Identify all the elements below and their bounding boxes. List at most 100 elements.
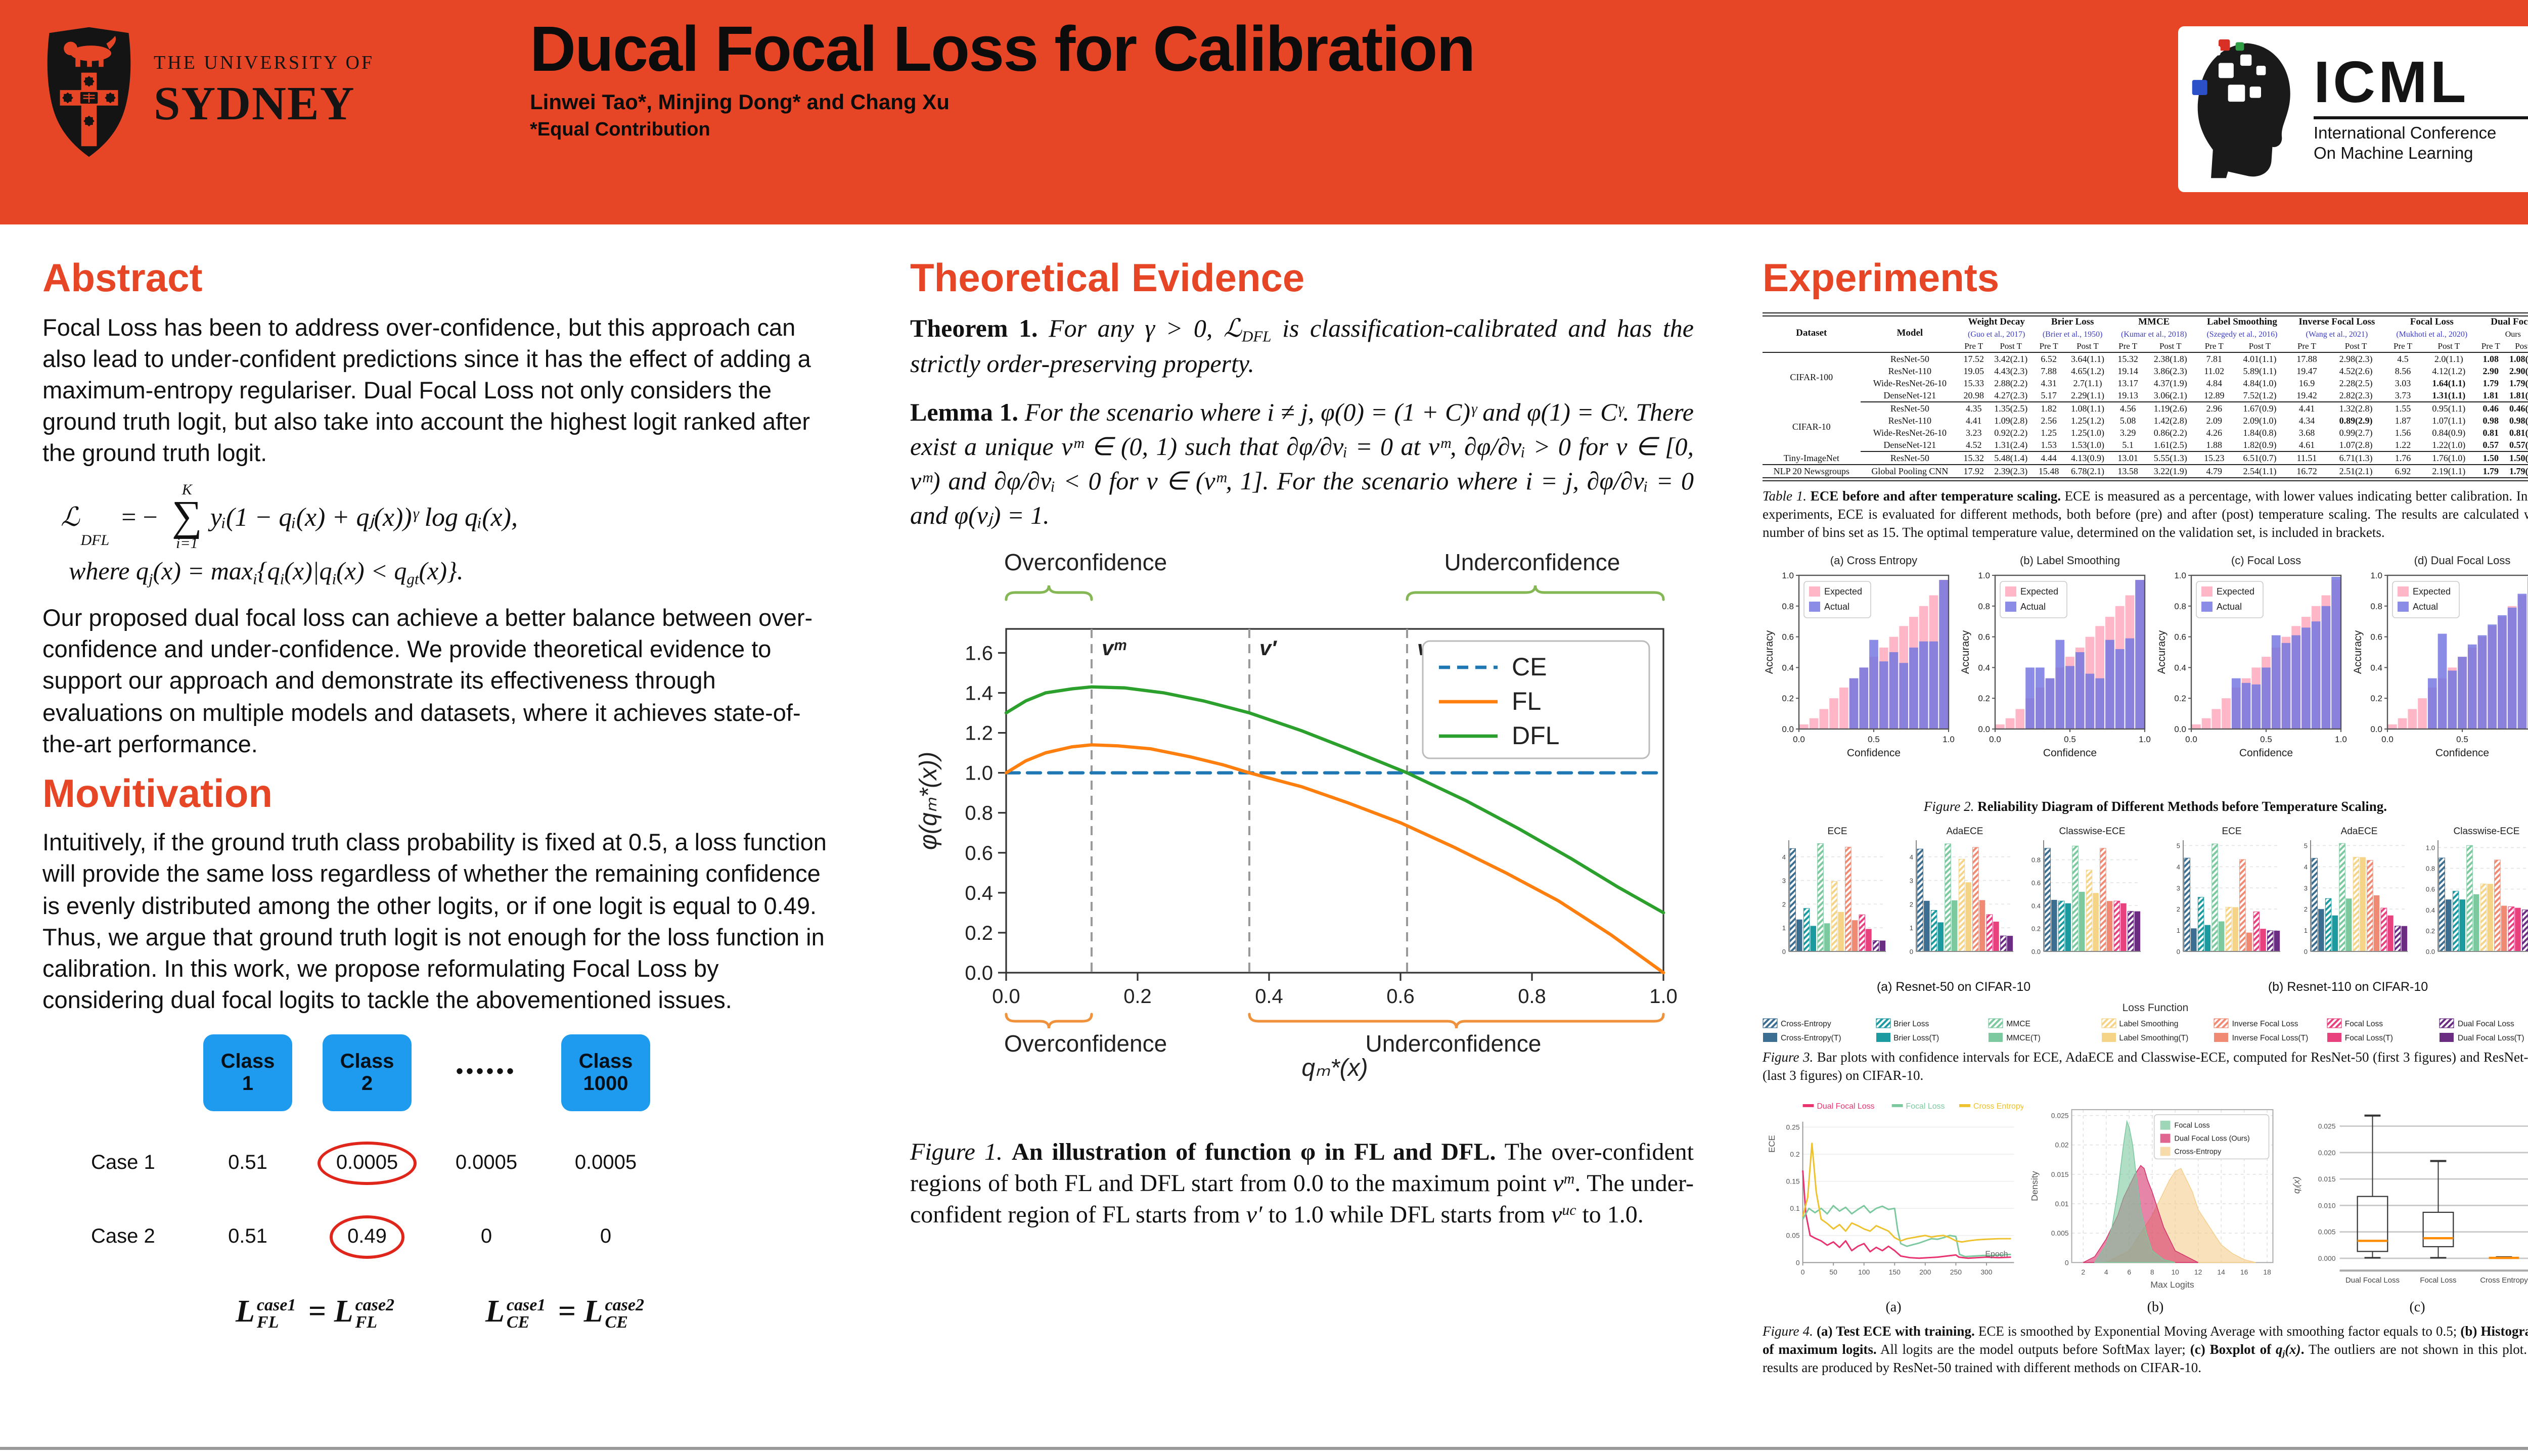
- case-value: 0: [600, 1225, 612, 1248]
- svg-text:Confidence: Confidence: [2435, 748, 2489, 759]
- svg-text:0.02: 0.02: [2055, 1141, 2068, 1149]
- svg-text:1.2: 1.2: [965, 722, 993, 744]
- svg-text:0.01: 0.01: [2055, 1200, 2068, 1208]
- legend-entry: Label Smoothing(T): [2101, 1032, 2209, 1042]
- svg-text:qⱼ(x): qⱼ(x): [2292, 1176, 2302, 1194]
- red-ellipse-highlight: 0.0005: [318, 1141, 417, 1185]
- svg-text:Confidence: Confidence: [1847, 748, 1901, 759]
- svg-text:0.8: 0.8: [1518, 985, 1546, 1007]
- figure3-group-label: (b) Resnet-110 on CIFAR-10: [2268, 980, 2428, 994]
- reliability-diagram: (b) Label Smoothing 0.0 0.2 0.4 0.6 0.8 1.0 0.0…: [1960, 555, 2151, 759]
- svg-text:1.0: 1.0: [2174, 571, 2186, 581]
- svg-text:0.5: 0.5: [2260, 735, 2272, 745]
- svg-text:Overconfidence: Overconfidence: [1004, 549, 1167, 575]
- svg-text:1.0: 1.0: [1649, 985, 1678, 1007]
- svg-text:Classwise-ECE: Classwise-ECE: [2454, 826, 2520, 837]
- svg-text:0: 0: [1782, 948, 1786, 956]
- svg-text:qₘ*(x): qₘ*(x): [1301, 1054, 1368, 1081]
- svg-text:0.2: 0.2: [1978, 694, 1990, 704]
- svg-text:0.2: 0.2: [2370, 694, 2382, 704]
- case-value: 0.0005: [318, 1141, 417, 1185]
- svg-text:Max Logits: Max Logits: [2150, 1280, 2194, 1290]
- figure1-chart: 0.0 0.2 0.4 0.6 0.8 1.0 1.2 1.4 1.6 0.0 0.2 0.4 0.6 0…: [915, 549, 1678, 1081]
- svg-text:0.8: 0.8: [2426, 865, 2435, 873]
- svg-text:0.0: 0.0: [1793, 735, 1805, 745]
- abstract-heading: Abstract: [42, 257, 203, 300]
- class-box-1: Class 1: [203, 1034, 292, 1111]
- svg-text:1.0: 1.0: [1943, 735, 1955, 745]
- case-value: 0.0005: [574, 1151, 637, 1174]
- svg-text:0.6: 0.6: [2426, 886, 2435, 893]
- theorem-1: Theorem 1. For any γ > 0, ℒDFL is classi…: [910, 315, 1694, 378]
- svg-text:150: 150: [1889, 1268, 1901, 1276]
- reliability-diagram: (d) Dual Focal Loss 0.0 0.2 0.4 0.6 0.8 1.0 0.0…: [2352, 555, 2528, 759]
- figure3-subplot-ece: ECE 0 1 2 3 4: [1782, 826, 1886, 956]
- svg-text:1: 1: [1910, 925, 1913, 932]
- svg-text:0.4: 0.4: [1978, 663, 1990, 673]
- svg-text:0.8: 0.8: [1978, 602, 1990, 612]
- svg-text:2: 2: [2304, 906, 2308, 914]
- svg-text:0.0: 0.0: [1782, 725, 1794, 735]
- usyd-name-line2: SYDNEY: [154, 78, 355, 130]
- svg-text:Dual Focal Loss: Dual Focal Loss: [1817, 1102, 1874, 1111]
- svg-text:0: 0: [2064, 1258, 2068, 1266]
- svg-text:0: 0: [1796, 1258, 1800, 1266]
- svg-text:0.4: 0.4: [2370, 663, 2382, 673]
- svg-text:0.0: 0.0: [1978, 725, 1990, 735]
- svg-text:Classwise-ECE: Classwise-ECE: [2059, 826, 2126, 837]
- figure4-caption: Figure 4. (a) Test ECE with training. EC…: [1763, 1323, 2528, 1376]
- svg-text:0.15: 0.15: [1786, 1177, 1800, 1185]
- ece-results-table: Dataset Model Weight Decay Brier Loss MMCE La…: [1763, 312, 2528, 481]
- legend-entry: Focal Loss: [2327, 1018, 2435, 1028]
- legend-entry: MMCE(T): [1988, 1032, 2097, 1042]
- svg-text:Epoch: Epoch: [1985, 1250, 2008, 1258]
- svg-text:Overconfidence: Overconfidence: [1004, 1030, 1167, 1056]
- figure3-subplot-classwise-ece: Classwise-ECE 0.0 0.2 0.4 0.6 0.8: [2032, 826, 2141, 956]
- svg-text:Focal Loss: Focal Loss: [2174, 1121, 2209, 1129]
- class-box-2: Class 2: [323, 1034, 412, 1111]
- red-ellipse-highlight: 0.49: [329, 1215, 405, 1259]
- icml-logo: ICML International Conference On Machine…: [2178, 26, 2528, 192]
- reliability-diagram: (c) Focal Loss 0.0 0.2 0.4 0.6 0.8 1.0 0.0 0.5 1.…: [2156, 555, 2347, 759]
- svg-text:2: 2: [1782, 901, 1786, 908]
- svg-text:1.6: 1.6: [965, 642, 993, 664]
- svg-text:AdaECE: AdaECE: [2341, 826, 2378, 837]
- svg-text:0.0: 0.0: [2174, 725, 2186, 735]
- svg-text:4: 4: [1782, 853, 1786, 861]
- svg-text:4: 4: [2177, 863, 2180, 871]
- svg-text:0.2: 0.2: [965, 922, 993, 944]
- svg-text:0.8: 0.8: [965, 802, 993, 824]
- svg-text:0.0: 0.0: [2381, 735, 2394, 745]
- figure4c-qj-boxplot: 0.000 0.005 0.010 0.015 0.020 0.025 Dual Focal…: [2292, 1114, 2528, 1285]
- svg-text:5: 5: [2177, 842, 2180, 850]
- poster-authors: Linwei Tao*, Minjing Dong* and Chang Xu: [530, 91, 950, 115]
- svg-text:Accuracy: Accuracy: [2352, 630, 2364, 674]
- svg-text:Expected: Expected: [2413, 587, 2451, 597]
- case-value: 0.51: [228, 1225, 267, 1248]
- svg-text:0.6: 0.6: [1386, 985, 1415, 1007]
- icml-subtitle-2: On Machine Learning: [2314, 145, 2473, 163]
- legend-entry: Inverse Focal Loss(T): [2214, 1032, 2323, 1042]
- svg-text:250: 250: [1950, 1268, 1962, 1276]
- svg-text:Actual: Actual: [1824, 602, 1849, 612]
- svg-text:3: 3: [2177, 885, 2180, 892]
- svg-text:0.5: 0.5: [2064, 735, 2076, 745]
- figure4-sub-label: (c): [2409, 1300, 2425, 1315]
- svg-text:0.015: 0.015: [2318, 1175, 2336, 1183]
- svg-text:0.015: 0.015: [2051, 1170, 2068, 1178]
- usyd-logo: THE UNIVERSITY OF SYDNEY: [40, 24, 374, 160]
- svg-text:Dual Focal Loss: Dual Focal Loss: [2346, 1276, 2400, 1285]
- figure2-caption: Figure 2. Reliability Diagram of Differe…: [1923, 799, 2387, 814]
- svg-text:Expected: Expected: [1824, 587, 1862, 597]
- svg-text:Dual Focal Loss (Ours): Dual Focal Loss (Ours): [2174, 1134, 2249, 1143]
- motivation-heading: Movitivation: [42, 772, 273, 816]
- svg-text:0.005: 0.005: [2318, 1227, 2336, 1236]
- svg-text:0.0: 0.0: [2032, 948, 2041, 956]
- svg-text:3: 3: [2304, 885, 2308, 892]
- svg-text:0.25: 0.25: [1786, 1123, 1800, 1131]
- page-bottom-edge: [0, 1447, 2528, 1450]
- svg-text:(a) Cross Entropy: (a) Cross Entropy: [1830, 555, 1917, 567]
- svg-text:0.010: 0.010: [2318, 1201, 2336, 1209]
